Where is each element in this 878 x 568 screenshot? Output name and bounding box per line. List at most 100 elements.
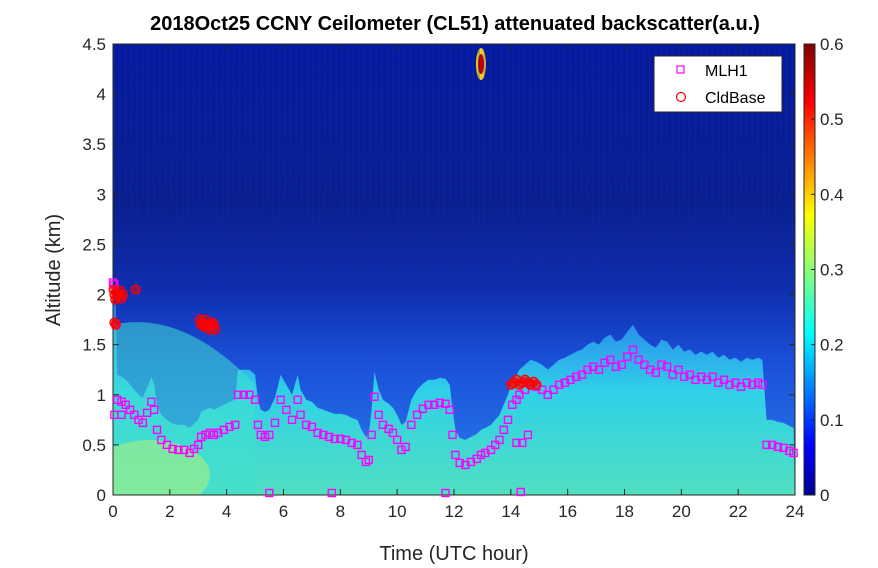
texture-streak <box>380 44 383 223</box>
mlh1-point <box>445 405 454 415</box>
texture-streak <box>597 44 600 279</box>
mlh1-point <box>407 420 416 430</box>
texture-streak <box>477 44 480 222</box>
mlh1-point <box>429 400 439 409</box>
texture-streak <box>569 44 571 274</box>
texture-streak <box>363 44 366 202</box>
mlh1-point <box>125 405 135 415</box>
texture-streak <box>289 44 292 261</box>
texture-streak <box>529 44 532 195</box>
texture-streak <box>688 44 691 241</box>
mlh1-point <box>327 488 337 498</box>
texture-streak <box>603 44 606 226</box>
texture-streak <box>779 44 782 203</box>
y-tick-label: 0.5 <box>82 436 106 455</box>
mlh1-point <box>708 372 717 381</box>
mlh1-point <box>239 390 248 399</box>
legend: MLH1 CldBase <box>653 55 783 113</box>
colorbar-tick-label: 0 <box>820 486 829 505</box>
y-tick-label: 1.5 <box>82 336 106 355</box>
texture-streak <box>563 44 566 237</box>
texture-streak <box>705 44 708 262</box>
mlh1-point <box>685 370 695 379</box>
texture-streak <box>403 44 406 281</box>
mlh1-point <box>147 397 156 406</box>
texture-streak <box>375 44 378 276</box>
mlh1-point <box>476 450 486 460</box>
x-tick-label: 24 <box>786 502 805 521</box>
mlh1-point <box>296 410 305 420</box>
mlh1-point <box>253 420 263 430</box>
x-tick-label: 8 <box>336 502 345 521</box>
y-tick-label: 4 <box>97 85 106 104</box>
texture-streak <box>449 44 452 217</box>
texture-streak <box>420 44 423 212</box>
texture-streak <box>455 44 457 254</box>
mlh1-point <box>374 410 383 420</box>
mlh1-point <box>209 430 219 440</box>
mlh1-point <box>594 365 604 374</box>
x-tick-label: 0 <box>108 502 117 521</box>
mlh1-point <box>313 428 322 438</box>
y-tick-label: 1 <box>97 386 106 405</box>
texture-streak <box>551 44 554 253</box>
mlh1-point <box>725 380 734 389</box>
mlh1-point <box>225 422 234 432</box>
mlh1-point <box>260 432 270 442</box>
texture-streak <box>665 44 668 273</box>
mlh1-point <box>174 445 183 455</box>
mlh1-point <box>762 440 771 450</box>
mlh1-point <box>448 430 457 440</box>
mlh1-point <box>117 410 126 420</box>
mlh1-point <box>554 380 564 389</box>
x-tick-label: 2 <box>165 502 174 521</box>
mlh1-point <box>634 355 643 364</box>
texture-streak <box>346 44 349 271</box>
mlh1-point <box>606 355 615 364</box>
mlh1-point <box>388 428 398 438</box>
mlh1-point <box>157 435 166 445</box>
x-tick-label: 4 <box>222 502 231 521</box>
x-tick-label: 22 <box>729 502 748 521</box>
texture-streak <box>204 44 207 246</box>
mlh1-point <box>668 370 678 379</box>
mlh1-point <box>640 360 649 369</box>
mlh1-point <box>455 458 464 468</box>
texture-streak <box>215 44 218 230</box>
chart-title: 2018Oct25 CCNY Ceilometer (CL51) attenua… <box>150 13 760 35</box>
legend-label-cldbase: CldBase <box>705 90 766 107</box>
mlh1-point <box>768 440 777 450</box>
legend-marker-cldbase <box>675 91 687 103</box>
mlh1-point <box>499 425 508 435</box>
texture-streak <box>483 44 486 259</box>
mlh1-point <box>441 488 450 498</box>
texture-streak <box>329 44 332 250</box>
mlh1-point <box>201 430 210 440</box>
colorbar-tick-label: 0.4 <box>820 185 844 204</box>
heatmap-area <box>113 44 795 495</box>
texture-streak <box>734 44 737 267</box>
cldbase-point <box>531 379 542 390</box>
texture-streak <box>637 44 640 268</box>
texture-streak <box>620 44 623 247</box>
texture-streak <box>523 44 526 248</box>
texture-streak <box>341 44 343 234</box>
mlh1-point <box>138 418 148 428</box>
texture-streak <box>643 44 646 215</box>
mlh1-point <box>657 360 666 369</box>
texture-streak <box>227 44 229 214</box>
texture-streak <box>774 44 777 256</box>
texture-streak <box>489 44 492 206</box>
mlh1-point <box>307 422 317 432</box>
texture-streak <box>152 44 155 273</box>
y-tick-label: 3 <box>97 185 106 204</box>
cldbase-point <box>207 317 218 328</box>
mlh1-point <box>302 420 311 430</box>
texture-streak <box>694 44 697 278</box>
mlh1-point <box>571 372 581 381</box>
texture-streak <box>312 44 315 229</box>
x-tick-label: 14 <box>501 502 520 521</box>
x-tick-label: 10 <box>388 502 407 521</box>
mlh1-point <box>270 418 280 428</box>
